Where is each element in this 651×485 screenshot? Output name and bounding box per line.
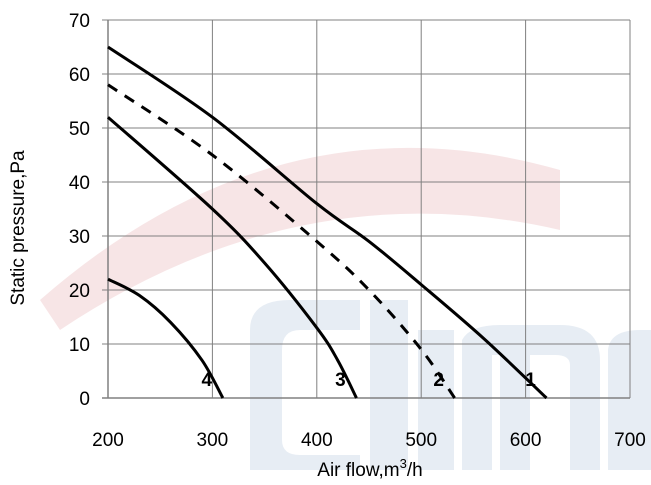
watermark-letter [370,300,408,470]
curve-label-2: 2 [433,370,444,391]
watermark-logo [40,147,651,470]
watermark-letter [608,330,651,470]
x-tick-label: 500 [405,430,437,451]
watermark-letter [250,300,360,470]
series-line-3 [107,116,358,399]
y-tick-label: 30 [69,227,90,248]
y-tick-label: 50 [69,119,90,140]
series-layer [107,45,548,400]
watermark-swoosh [40,147,560,330]
y-tick-label: 70 [69,11,90,32]
tick-labels: 200 300 400 500 600 700 0 10 20 30 40 50 60 70 [69,11,646,451]
y-tick-label: 20 [69,281,90,302]
watermark-letter [418,330,454,470]
x-tick-label: 700 [614,430,646,451]
series-line-4 [107,277,225,399]
curve-label-3: 3 [335,370,346,391]
x-tick-label: 600 [510,430,542,451]
curve-label-1: 1 [525,370,536,391]
y-tick-label: 40 [69,173,90,194]
series-line-1 [107,45,548,400]
curve-labels: 1 2 3 4 [202,370,537,391]
series-line-2 [107,83,456,399]
x-tick-label: 200 [92,430,124,451]
y-axis-title: Static pressure,Pa [8,150,29,306]
y-tick-label: 60 [69,65,90,86]
x-tick-label: 300 [197,430,229,451]
x-tick-label: 400 [301,430,333,451]
y-tick-label: 10 [69,335,90,356]
y-tick-label: 0 [79,389,90,410]
x-axis-title: Air flow,m3/h [317,456,422,481]
curve-label-4: 4 [202,370,213,391]
